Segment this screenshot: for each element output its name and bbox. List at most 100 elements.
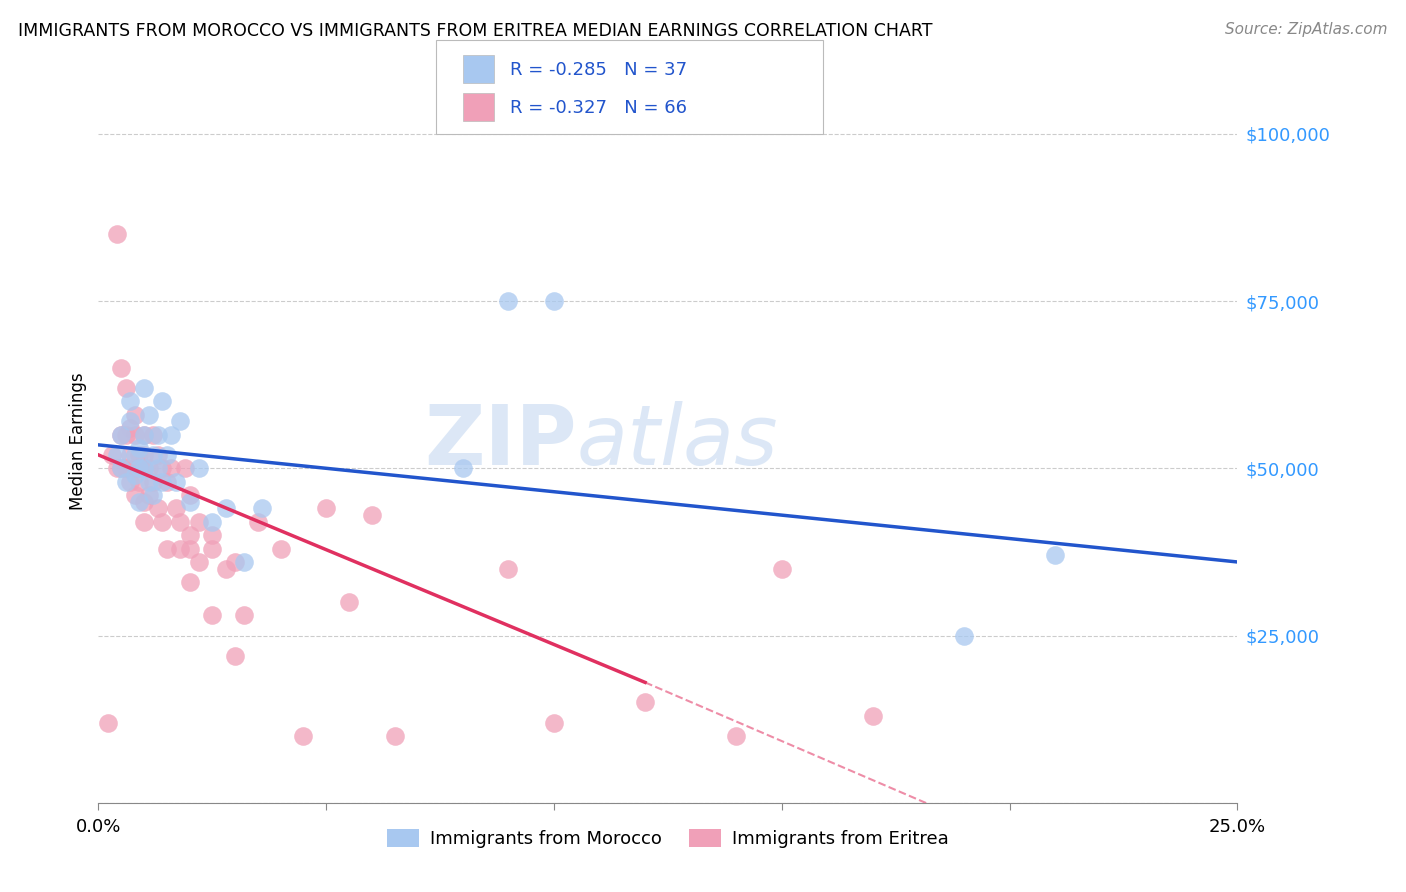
Point bbox=[156, 475, 179, 489]
Point bbox=[110, 427, 132, 442]
Point bbox=[101, 448, 124, 462]
Point bbox=[110, 427, 132, 442]
Point bbox=[142, 475, 165, 489]
Point bbox=[498, 562, 520, 576]
Point bbox=[110, 461, 132, 475]
Point bbox=[110, 461, 132, 475]
Point bbox=[146, 461, 169, 475]
Point bbox=[201, 515, 224, 529]
Point bbox=[862, 708, 884, 723]
Point bbox=[337, 595, 360, 609]
Point bbox=[165, 475, 187, 489]
Point bbox=[201, 608, 224, 623]
Point bbox=[128, 461, 150, 475]
Point bbox=[451, 461, 474, 475]
Point bbox=[201, 528, 224, 542]
Point bbox=[150, 475, 173, 489]
Point bbox=[124, 461, 146, 475]
Point bbox=[150, 515, 173, 529]
Point bbox=[146, 448, 169, 462]
Point bbox=[360, 508, 382, 523]
Point bbox=[634, 696, 657, 710]
Point bbox=[179, 541, 201, 556]
Text: atlas: atlas bbox=[576, 401, 779, 482]
Point bbox=[128, 494, 150, 508]
Point bbox=[132, 381, 155, 395]
Point bbox=[138, 488, 160, 502]
Point bbox=[128, 448, 150, 462]
Point bbox=[150, 394, 173, 409]
Point bbox=[150, 461, 173, 475]
Point bbox=[124, 408, 146, 422]
Point bbox=[120, 475, 142, 489]
Point bbox=[201, 541, 224, 556]
Point bbox=[132, 427, 155, 442]
Point bbox=[384, 729, 406, 743]
Point bbox=[105, 448, 128, 462]
Point bbox=[120, 448, 142, 462]
Point bbox=[132, 494, 155, 508]
Point bbox=[110, 361, 132, 376]
Point bbox=[246, 515, 269, 529]
Point bbox=[169, 414, 191, 428]
Point bbox=[132, 427, 155, 442]
Point bbox=[179, 528, 201, 542]
Point bbox=[132, 448, 155, 462]
Point bbox=[132, 461, 155, 475]
Point bbox=[233, 555, 256, 569]
Text: IMMIGRANTS FROM MOROCCO VS IMMIGRANTS FROM ERITREA MEDIAN EARNINGS CORRELATION C: IMMIGRANTS FROM MOROCCO VS IMMIGRANTS FR… bbox=[18, 22, 932, 40]
Point bbox=[156, 541, 179, 556]
Point bbox=[146, 427, 169, 442]
Point bbox=[179, 494, 201, 508]
Point bbox=[224, 648, 246, 663]
Point bbox=[146, 501, 169, 516]
Point bbox=[128, 441, 150, 455]
Point bbox=[169, 515, 191, 529]
Point bbox=[114, 381, 136, 395]
Point bbox=[124, 488, 146, 502]
Point bbox=[142, 488, 165, 502]
Point bbox=[252, 501, 274, 516]
Point bbox=[770, 562, 793, 576]
Point bbox=[315, 501, 337, 516]
Point bbox=[120, 394, 142, 409]
Point bbox=[169, 541, 191, 556]
Point bbox=[165, 501, 187, 516]
Point bbox=[187, 515, 209, 529]
Text: ZIP: ZIP bbox=[425, 401, 576, 482]
Point bbox=[124, 448, 146, 462]
Point bbox=[1043, 548, 1066, 563]
Legend: Immigrants from Morocco, Immigrants from Eritrea: Immigrants from Morocco, Immigrants from… bbox=[380, 822, 956, 855]
Text: R = -0.285   N = 37: R = -0.285 N = 37 bbox=[510, 61, 688, 78]
Point bbox=[215, 562, 238, 576]
Point bbox=[179, 488, 201, 502]
Point bbox=[96, 715, 118, 730]
Point bbox=[160, 461, 183, 475]
Point bbox=[292, 729, 315, 743]
Point bbox=[179, 575, 201, 590]
Point bbox=[138, 475, 160, 489]
Text: R = -0.327   N = 66: R = -0.327 N = 66 bbox=[510, 99, 688, 117]
Point bbox=[142, 448, 165, 462]
Point bbox=[128, 475, 150, 489]
Point bbox=[138, 461, 160, 475]
Point bbox=[725, 729, 748, 743]
Point bbox=[270, 541, 292, 556]
Point bbox=[498, 293, 520, 308]
Point bbox=[114, 461, 136, 475]
Point bbox=[543, 715, 565, 730]
Point bbox=[156, 448, 179, 462]
Point bbox=[105, 461, 128, 475]
Point bbox=[187, 555, 209, 569]
Point bbox=[120, 414, 142, 428]
Point bbox=[114, 475, 136, 489]
Point bbox=[160, 427, 183, 442]
Point bbox=[105, 227, 128, 241]
Point bbox=[953, 628, 976, 642]
Point bbox=[224, 555, 246, 569]
Point bbox=[132, 515, 155, 529]
Point bbox=[128, 461, 150, 475]
Point bbox=[114, 427, 136, 442]
Point bbox=[124, 467, 146, 482]
Y-axis label: Median Earnings: Median Earnings bbox=[69, 373, 87, 510]
